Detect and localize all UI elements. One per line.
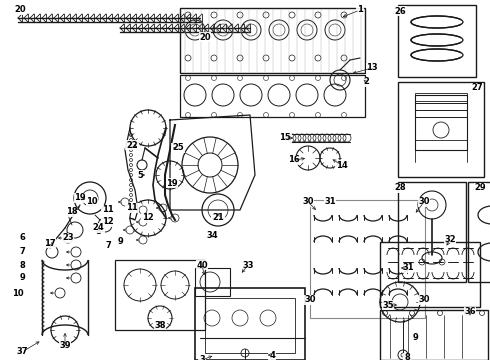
Text: 8: 8 — [19, 261, 25, 270]
Text: 10: 10 — [12, 288, 24, 297]
Text: 9: 9 — [19, 274, 25, 283]
Text: 23: 23 — [62, 234, 74, 243]
Bar — [398, 182, 466, 282]
Text: 19: 19 — [166, 179, 178, 188]
Text: 3: 3 — [199, 356, 205, 360]
Bar — [468, 182, 490, 282]
Text: 17: 17 — [44, 238, 56, 248]
Text: 40: 40 — [196, 261, 208, 270]
Text: 28: 28 — [394, 184, 406, 193]
Text: 11: 11 — [102, 206, 114, 215]
Text: 1: 1 — [357, 5, 363, 14]
Text: 32: 32 — [444, 235, 456, 244]
Bar — [205, 298, 295, 353]
Text: 33: 33 — [242, 261, 254, 270]
Bar — [195, 268, 230, 296]
Text: 31: 31 — [324, 198, 336, 207]
Text: 30: 30 — [304, 296, 316, 305]
Text: 26: 26 — [394, 6, 406, 15]
Bar — [398, 5, 476, 77]
Bar — [380, 310, 488, 360]
Bar — [415, 93, 467, 101]
Text: 7: 7 — [105, 240, 111, 249]
Bar — [398, 82, 484, 177]
Text: 31: 31 — [402, 264, 414, 273]
Text: 39: 39 — [59, 341, 71, 350]
Text: 16: 16 — [288, 156, 300, 165]
Text: 9: 9 — [412, 333, 418, 342]
Text: 18: 18 — [66, 207, 78, 216]
Bar — [180, 8, 365, 73]
Text: 20: 20 — [14, 5, 26, 14]
Text: 37: 37 — [16, 347, 28, 356]
Text: 7: 7 — [19, 248, 25, 256]
Bar — [415, 95, 467, 150]
Text: 9: 9 — [117, 238, 123, 247]
Text: 20: 20 — [199, 32, 211, 41]
Text: 4: 4 — [269, 351, 275, 360]
Text: 13: 13 — [366, 63, 378, 72]
Bar — [380, 242, 480, 307]
Text: 5: 5 — [137, 171, 143, 180]
Text: 25: 25 — [172, 144, 184, 153]
Text: 35: 35 — [382, 301, 394, 310]
Text: 15: 15 — [279, 134, 291, 143]
Bar — [310, 200, 425, 318]
Text: 30: 30 — [302, 198, 314, 207]
Bar — [180, 75, 365, 117]
Text: 27: 27 — [471, 84, 483, 93]
Text: 29: 29 — [474, 184, 486, 193]
Text: 22: 22 — [126, 140, 138, 149]
Text: 12: 12 — [142, 213, 154, 222]
Bar — [195, 288, 305, 360]
Text: 21: 21 — [212, 213, 224, 222]
Bar — [115, 260, 205, 330]
Text: 36: 36 — [464, 307, 476, 316]
Text: 6: 6 — [19, 234, 25, 243]
Text: 12: 12 — [102, 217, 114, 226]
Text: 38: 38 — [154, 320, 166, 329]
Text: 34: 34 — [206, 230, 218, 239]
Text: 14: 14 — [336, 161, 348, 170]
Text: 10: 10 — [86, 198, 98, 207]
Text: 30: 30 — [418, 198, 430, 207]
Text: 11: 11 — [126, 203, 138, 212]
Text: 8: 8 — [404, 354, 410, 360]
Text: 30: 30 — [418, 296, 430, 305]
Text: 8: 8 — [95, 228, 101, 237]
Text: 24: 24 — [92, 224, 104, 233]
Text: 19: 19 — [74, 194, 86, 202]
Text: 2: 2 — [363, 77, 369, 86]
